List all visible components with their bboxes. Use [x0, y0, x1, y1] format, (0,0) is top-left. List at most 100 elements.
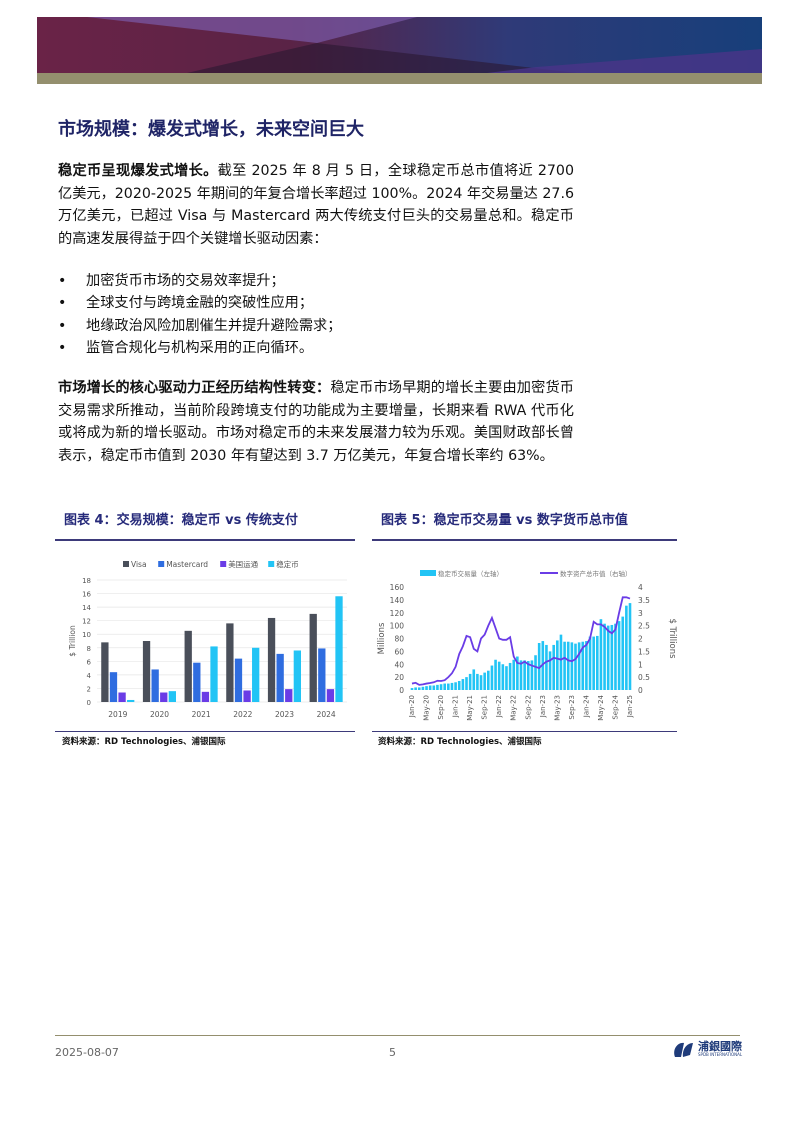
footer-rule — [55, 1035, 740, 1036]
y-right-tick-label: 0 — [638, 686, 643, 695]
y-tick-label: 2 — [87, 685, 91, 693]
volume-bar — [534, 655, 537, 690]
paragraph-lead: 稳定币呈现爆发式增长。 — [58, 163, 218, 179]
paragraph-text: 截至 2025 年 8 月 5 日，全球稳定币总市值将近 2700 亿美元，20… — [58, 163, 574, 247]
bar-Mastercard — [109, 672, 118, 702]
company-logo: 浦銀國際 SPDB INTERNATIONAL — [672, 1040, 742, 1058]
y-tick-label: 16 — [82, 591, 91, 599]
y-tick-label: 12 — [82, 618, 91, 626]
volume-bar — [603, 623, 606, 690]
volume-bar — [577, 642, 581, 690]
figure5-title: 图表 5：稳定币交易量 vs 数字货币总市值 — [381, 513, 628, 528]
volume-bar — [432, 685, 436, 690]
x-tick-label: Jan-22 — [495, 695, 503, 718]
x-tick-label: Sep-23 — [568, 695, 576, 720]
volume-bar — [537, 643, 541, 690]
y-tick-label: 14 — [82, 604, 91, 612]
volume-bar — [556, 640, 559, 690]
bar-Mastercard — [193, 662, 201, 702]
volume-bar — [414, 687, 417, 690]
volume-bar — [563, 641, 566, 690]
y-left-tick-label: 20 — [394, 673, 404, 682]
volume-bar — [570, 642, 574, 690]
x-tick-label: May-22 — [510, 695, 518, 721]
bar-稳定币 — [335, 596, 343, 702]
x-tick-label: 2019 — [108, 710, 127, 719]
volume-bar — [599, 619, 603, 690]
x-tick-label: Jan-20 — [408, 695, 416, 718]
section-title: 市场规模：爆发式增长，未来空间巨大 — [58, 119, 364, 140]
volume-bar — [425, 686, 428, 690]
x-tick-label: Sep-24 — [611, 694, 619, 719]
y-right-tick-label: 3.5 — [638, 596, 650, 605]
volume-bar — [596, 635, 599, 690]
bar-美国运通 — [326, 689, 335, 702]
paragraph-text: 稳定币市场早期的增长主要由加密货币交易需求所推动，当前阶段跨境支付的功能成为主要… — [58, 380, 574, 464]
legend-swatch — [123, 561, 129, 567]
figure4-source: 资料来源：RD Technologies、浦银国际 — [62, 737, 226, 747]
y-right-tick-label: 4 — [638, 583, 643, 592]
bar-美国运通 — [243, 690, 251, 702]
y-left-axis-label: Millions — [377, 622, 387, 654]
bar-Mastercard — [151, 669, 159, 702]
y-left-tick-label: 140 — [390, 596, 405, 605]
volume-bar — [519, 660, 523, 690]
x-tick-label: Sep-21 — [481, 695, 489, 720]
volume-bar — [505, 666, 508, 690]
bar-Visa — [101, 642, 109, 702]
legend-label: 美国运通 — [228, 559, 258, 569]
volume-bar — [606, 625, 610, 690]
figure4-top-rule — [55, 539, 355, 541]
bar-美国运通 — [201, 691, 210, 702]
y-axis-label: $ Trillion — [68, 625, 77, 657]
paragraph-lead: 市场增长的核心驱动力正经历结构性转变： — [58, 380, 331, 396]
driver-list: 加密货币市场的交易效率提升； 全球支付与跨境金融的突破性应用； 地缘政治风险加剧… — [58, 270, 341, 360]
list-item: 加密货币市场的交易效率提升； — [58, 270, 341, 293]
volume-bar — [512, 659, 516, 690]
y-right-tick-label: 2.5 — [638, 622, 650, 631]
figure5-source: 资料来源：RD Technologies、浦银国际 — [378, 737, 542, 747]
x-tick-label: 2022 — [233, 710, 252, 719]
volume-bar — [548, 651, 552, 690]
volume-bar — [461, 679, 465, 690]
legend-label: Mastercard — [166, 560, 208, 569]
header-banner — [37, 17, 762, 73]
y-left-tick-label: 40 — [394, 660, 404, 669]
volume-bar — [581, 641, 585, 690]
volume-bar — [487, 670, 490, 690]
y-left-tick-label: 60 — [394, 647, 404, 656]
y-tick-label: 8 — [87, 645, 91, 653]
volume-bar — [417, 687, 421, 690]
y-left-tick-label: 100 — [390, 622, 405, 631]
volume-bar — [450, 682, 454, 690]
bar-稳定币 — [252, 647, 260, 702]
bar-Visa — [309, 613, 317, 702]
figure4-bottom-rule — [55, 731, 355, 732]
bar-Mastercard — [234, 658, 243, 702]
bar-Visa — [184, 630, 192, 702]
figure5-bottom-rule — [372, 731, 677, 732]
header-strip — [37, 73, 762, 84]
bar-稳定币 — [127, 699, 135, 702]
volume-bar — [447, 683, 450, 690]
y-tick-label: 6 — [87, 658, 92, 666]
legend-label: 数字资产总市值（右轴） — [560, 569, 632, 578]
bar-稳定币 — [210, 646, 218, 702]
volume-bar — [628, 603, 632, 690]
legend-label: 稳定币交易量（左轴） — [438, 569, 503, 578]
x-tick-label: Jan-21 — [452, 695, 460, 718]
bar-美国运通 — [118, 692, 126, 702]
volume-bar — [476, 673, 479, 690]
x-tick-label: Sep-20 — [437, 695, 445, 720]
volume-bar — [468, 673, 472, 690]
list-item: 监管合规化与机构采用的正向循环。 — [58, 337, 341, 360]
y-tick-label: 10 — [82, 631, 91, 639]
x-tick-label: May-20 — [423, 695, 431, 721]
volume-bar — [436, 684, 439, 690]
volume-bar — [588, 636, 592, 690]
logo-text: 浦銀國際 — [698, 1040, 742, 1053]
y-left-tick-label: 120 — [390, 609, 405, 618]
y-tick-label: 0 — [87, 699, 91, 707]
volume-bar — [566, 641, 570, 690]
volume-bar — [410, 688, 414, 690]
